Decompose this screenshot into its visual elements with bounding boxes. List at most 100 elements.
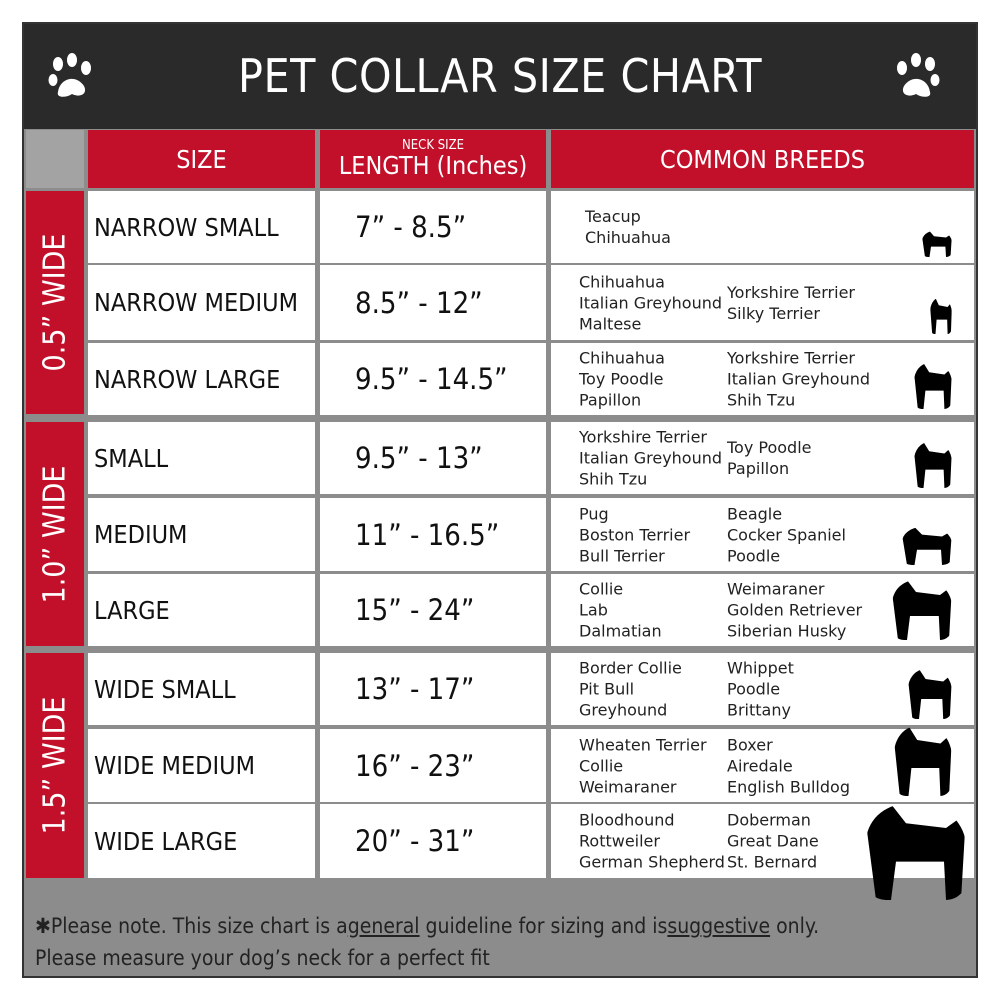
group-label-text: 1.0” WIDE (37, 465, 73, 603)
length-cell: 9.5” - 13” (320, 422, 546, 494)
breeds-column-a: Border Collie Pit Bull Greyhound (579, 658, 682, 721)
breed-name: Weimaraner (579, 777, 677, 796)
pomeranian-silhouette-icon (914, 363, 952, 409)
column-header-length: NECK SIZE LENGTH (Inches) (320, 130, 546, 188)
breeds-column-a: Teacup Chihuahua (585, 206, 671, 248)
breed-name: English Bulldog (727, 777, 850, 796)
breeds-column-a: Bloodhound Rottweiler German Shepherd (579, 810, 725, 873)
chihuahua-silhouette-icon (930, 298, 952, 334)
size-cell: NARROW LARGE (88, 343, 315, 415)
breeds-column-b: Boxer Airedale English Bulldog (727, 734, 850, 797)
breed-name: Weimaraner (727, 579, 825, 599)
breed-name: Wheaten Terrier (579, 735, 707, 754)
breeds-column-b: Yorkshire Terrier Silky Terrier (727, 282, 855, 324)
breed-name: Bloodhound (579, 810, 675, 830)
size-cell: NARROW MEDIUM (88, 265, 315, 340)
breed-name: Dalmatian (579, 621, 662, 641)
length-cell: 9.5” - 14.5” (320, 343, 546, 415)
length-cell: 8.5” - 12” (320, 265, 546, 340)
breeds-column-b: Toy Poodle Papillon (727, 437, 812, 479)
breeds-cell: Teacup Chihuahua (551, 191, 974, 263)
breeds-column-a: Yorkshire Terrier Italian Greyhound Shih T… (579, 427, 722, 490)
breed-name: Italian Greyhound (727, 369, 871, 389)
group-label-text: 1.5” WIDE (37, 696, 73, 835)
breed-name: Bull Terrier (579, 546, 665, 565)
breeds-column-b: Whippet Poodle Brittany (727, 658, 794, 721)
chart-header: PET COLLAR SIZE CHART (24, 24, 976, 129)
breed-name: Golden Retriever (727, 600, 863, 620)
length-range: 16” - 23” (355, 748, 475, 783)
breed-name: Brittany (727, 700, 791, 720)
breed-name: Border Collie (579, 658, 682, 678)
size-cell: WIDE LARGE (88, 804, 315, 878)
breed-name: Silky Terrier (727, 303, 820, 323)
breed-name: Yorkshire Terrier (727, 282, 855, 302)
size-cell: MEDIUM (88, 498, 315, 571)
breed-name: Lab (579, 600, 608, 620)
footer-underline-suggestive: suggestive (667, 914, 771, 938)
breed-name: Yorkshire Terrier (727, 348, 855, 368)
length-cell: 11” - 16.5” (320, 498, 546, 571)
breed-name: Rottweiler (579, 831, 660, 851)
breed-name: Maltese (579, 314, 642, 333)
breed-name: Chihuahua (579, 272, 665, 291)
breeds-column-a: Collie Lab Dalmatian (579, 579, 662, 642)
column-header-size: SIZE (88, 130, 315, 188)
size-name: NARROW SMALL (94, 212, 279, 242)
column-header-breeds: COMMON BREEDS (551, 130, 974, 188)
breed-name: Poodle (727, 546, 781, 565)
size-cell: WIDE MEDIUM (88, 729, 315, 802)
footer-note: ✱Please note. This size chart is agenera… (24, 880, 976, 976)
breeds-column-a: Pug Boston Terrier Bull Terrier (579, 503, 690, 566)
length-range: 15” - 24” (355, 593, 475, 627)
breed-name: Toy Poodle (727, 438, 812, 457)
length-range: 11” - 16.5” (355, 517, 500, 552)
breeds-cell: Border Collie Pit Bull Greyhound Whippet Poo… (551, 653, 974, 725)
yorkie-silhouette-icon (922, 231, 952, 257)
footer-text: guideline for sizing and is (419, 914, 668, 938)
length-range: 13” - 17” (355, 672, 475, 706)
size-name: NARROW LARGE (94, 364, 281, 394)
breed-name: Italian Greyhound (579, 448, 723, 468)
width-group-label: 1.0” WIDE (26, 422, 84, 646)
breeds-cell: Chihuahua Italian Greyhound Maltese Yorkshi… (551, 265, 974, 340)
breeds-column-b: Doberman Great Dane St. Bernard (727, 810, 819, 873)
size-name: NARROW MEDIUM (94, 288, 298, 317)
footer-text: only. (770, 914, 820, 938)
footer-line-1: ✱Please note. This size chart is agenera… (35, 910, 976, 942)
paw-print-icon (897, 53, 940, 97)
breed-name: Collie (579, 756, 624, 775)
length-cell: 13” - 17” (320, 653, 546, 725)
breeds-column-a: Chihuahua Italian Greyhound Maltese (579, 271, 722, 334)
breed-name: Collie (579, 579, 624, 599)
breed-name: Great Dane (727, 831, 819, 851)
width-group-label: 0.5” WIDE (26, 191, 84, 414)
length-cell: 16” - 23” (320, 729, 546, 802)
length-range: 7” - 8.5” (355, 210, 467, 244)
size-name: WIDE SMALL (94, 674, 236, 704)
size-name: LARGE (94, 595, 170, 625)
breed-name: Shih Tzu (579, 469, 648, 489)
length-range: 8.5” - 12” (355, 285, 483, 320)
breed-name: Yorkshire Terrier (579, 427, 707, 447)
breed-name: Papillon (727, 459, 790, 478)
breeds-cell: Bloodhound Rottweiler German Shepherd Dober… (551, 804, 974, 900)
size-name: WIDE MEDIUM (94, 751, 255, 780)
breed-name: Papillon (579, 390, 642, 410)
dachshund-silhouette-icon (902, 527, 952, 565)
breeds-cell: Wheaten Terrier Collie Weimaraner Boxer Aire… (551, 726, 974, 802)
breeds-column-b: Yorkshire Terrier Italian Greyhound Shih T… (727, 348, 870, 411)
breed-name: Chihuahua (579, 348, 665, 368)
breed-name: Shih Tzu (727, 390, 796, 410)
size-cell: LARGE (88, 574, 315, 646)
breed-name: Poodle (727, 679, 781, 699)
breed-name: Boston Terrier (579, 525, 691, 544)
corner-cell (26, 130, 84, 188)
breeds-column-a: Wheaten Terrier Collie Weimaraner (579, 734, 707, 797)
size-cell: WIDE SMALL (88, 653, 315, 725)
breed-name: Toy Poodle (579, 369, 664, 389)
length-range: 9.5” - 14.5” (355, 362, 508, 396)
breed-name: Chihuahua (585, 228, 671, 247)
breed-name: Teacup (585, 207, 641, 226)
bulldog-silhouette-icon (908, 669, 952, 719)
